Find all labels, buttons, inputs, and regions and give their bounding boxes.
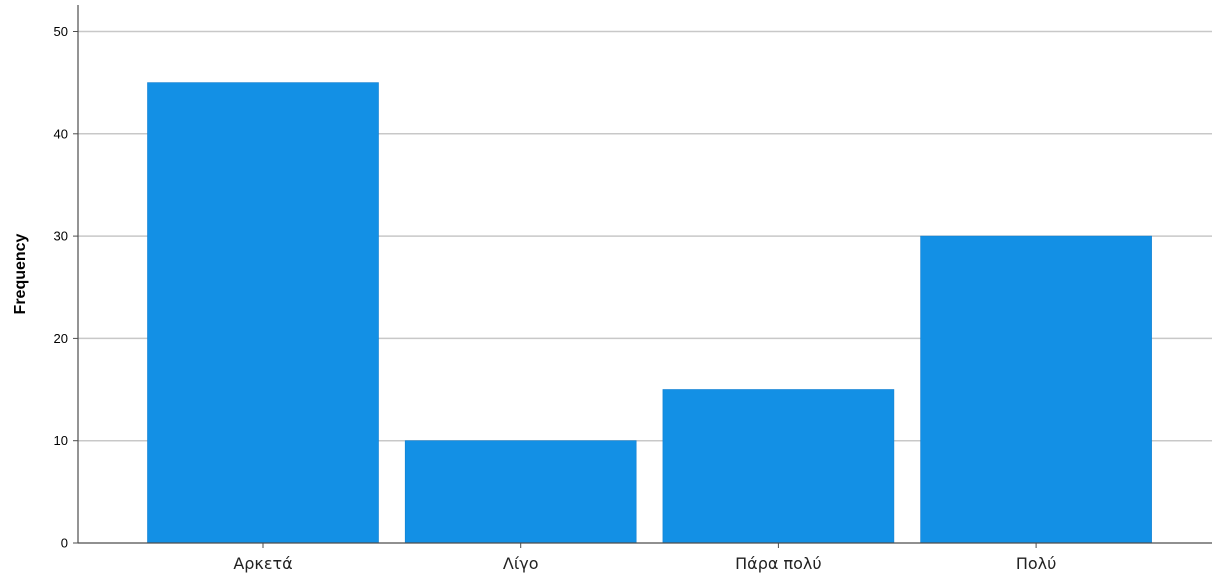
bar-1 bbox=[404, 440, 637, 544]
y-axis-title: Frequency bbox=[12, 233, 29, 314]
x-tick-label: Πάρα πολύ bbox=[735, 554, 822, 573]
bar-2 bbox=[662, 389, 895, 544]
y-tick-label: 0 bbox=[61, 536, 68, 551]
y-tick-label: 50 bbox=[54, 24, 68, 39]
x-tick-label: Αρκετά bbox=[233, 554, 292, 573]
bar-0 bbox=[147, 82, 379, 544]
y-tick-label: 10 bbox=[54, 433, 68, 448]
x-tick-label: Πολύ bbox=[1016, 554, 1057, 573]
x-tick-labels: Αρκετά Λίγο Πάρα πολύ Πολύ bbox=[233, 543, 1056, 573]
bars bbox=[147, 82, 1152, 544]
y-tick-label: 40 bbox=[54, 126, 68, 141]
y-tick-label: 30 bbox=[54, 229, 68, 244]
bar-3 bbox=[920, 235, 1152, 544]
y-tick-labels: 0 10 20 30 40 50 bbox=[54, 24, 78, 551]
x-tick-label: Λίγο bbox=[503, 554, 539, 573]
y-tick-label: 20 bbox=[54, 331, 68, 346]
